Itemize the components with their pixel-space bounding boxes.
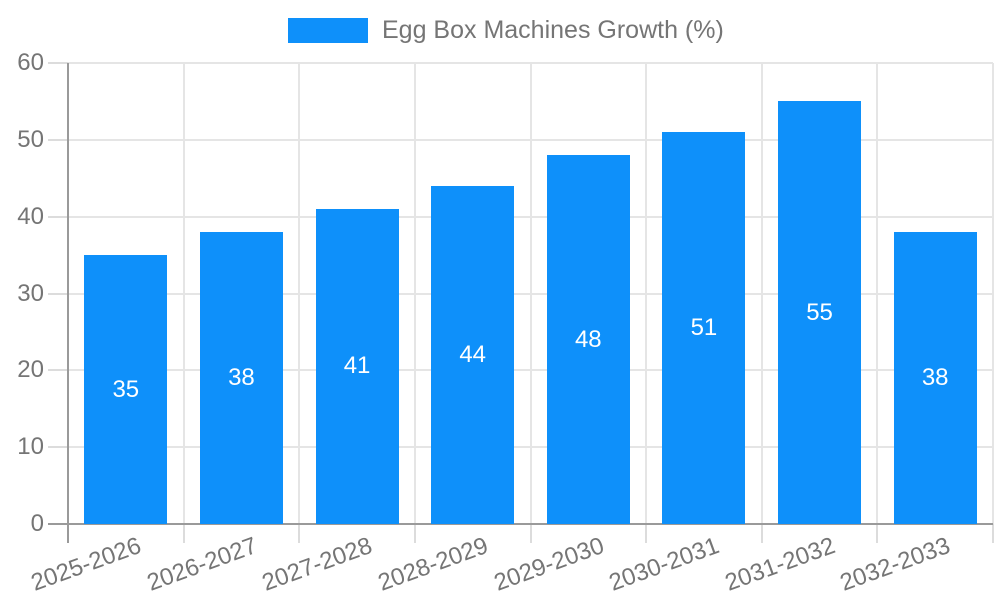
bar-2026-2027[interactable] — [199, 232, 283, 524]
y-axis-line — [67, 63, 69, 543]
y-tick-mark — [48, 62, 68, 64]
y-tick-label: 40 — [17, 202, 44, 230]
x-grid-line — [298, 63, 301, 524]
y-tick-label: 60 — [17, 49, 44, 76]
x-grid-line — [992, 63, 994, 524]
x-tick-mark — [760, 524, 763, 543]
x-tick-label-2029-2030: 2029-2030 — [490, 532, 608, 597]
bar-2031-2032[interactable] — [778, 101, 862, 524]
y-tick-label: 10 — [17, 433, 44, 461]
bar-2025-2026[interactable] — [84, 255, 168, 524]
x-grid-line — [529, 63, 532, 524]
bar-value-label: 38 — [921, 364, 949, 392]
x-tick-label-2028-2029: 2028-2029 — [374, 532, 492, 597]
bar-value-label: 48 — [574, 325, 602, 353]
y-tick-mark — [48, 292, 68, 295]
x-tick-mark — [413, 524, 416, 543]
y-tick-label: 0 — [30, 510, 44, 537]
x-tick-mark — [529, 524, 532, 543]
x-tick-mark — [645, 524, 648, 543]
x-tick-label-2031-2032: 2031-2032 — [721, 532, 839, 597]
legend-label: Egg Box Machines Growth (%) — [382, 16, 724, 44]
bar-value-label: 41 — [343, 352, 371, 380]
legend-swatch — [288, 18, 368, 43]
bar-value-label: 51 — [690, 314, 718, 342]
y-tick-mark — [48, 215, 68, 218]
bar-2027-2028[interactable] — [315, 208, 399, 524]
y-tick-label: 50 — [17, 125, 44, 153]
x-tick-mark — [298, 524, 301, 543]
x-grid-line — [413, 63, 416, 524]
x-tick-label-2025-2026: 2025-2026 — [27, 532, 145, 597]
bar-value-label: 38 — [228, 364, 255, 392]
x-grid-line — [876, 63, 879, 524]
x-tick-mark — [876, 524, 879, 543]
x-tick-mark — [182, 524, 185, 543]
x-tick-label-2032-2033: 2032-2033 — [836, 532, 955, 597]
x-tick-label-2027-2028: 2027-2028 — [258, 532, 376, 597]
bar-value-label: 55 — [806, 298, 833, 326]
x-grid-line — [645, 63, 648, 524]
x-grid-line — [760, 63, 763, 524]
bar-value-label: 44 — [459, 340, 487, 368]
x-grid-line — [182, 63, 185, 524]
y-tick-mark — [48, 446, 68, 449]
x-tick-label-2026-2027: 2026-2027 — [143, 532, 261, 597]
x-tick-mark — [992, 524, 994, 543]
legend-item[interactable]: Egg Box Machines Growth (%) — [288, 18, 724, 43]
x-tick-label-2030-2031: 2030-2031 — [605, 532, 723, 597]
bar-2029-2030[interactable] — [546, 155, 630, 524]
bar-2028-2029[interactable] — [431, 185, 515, 524]
bar-value-label: 35 — [112, 375, 140, 403]
y-tick-mark — [48, 369, 68, 372]
y-tick-label: 20 — [17, 356, 44, 384]
bar-2030-2031[interactable] — [662, 132, 746, 524]
y-tick-mark — [48, 138, 68, 141]
bar-2032-2033[interactable] — [893, 232, 977, 524]
x-axis-line — [48, 523, 993, 525]
y-tick-label: 30 — [17, 279, 44, 307]
